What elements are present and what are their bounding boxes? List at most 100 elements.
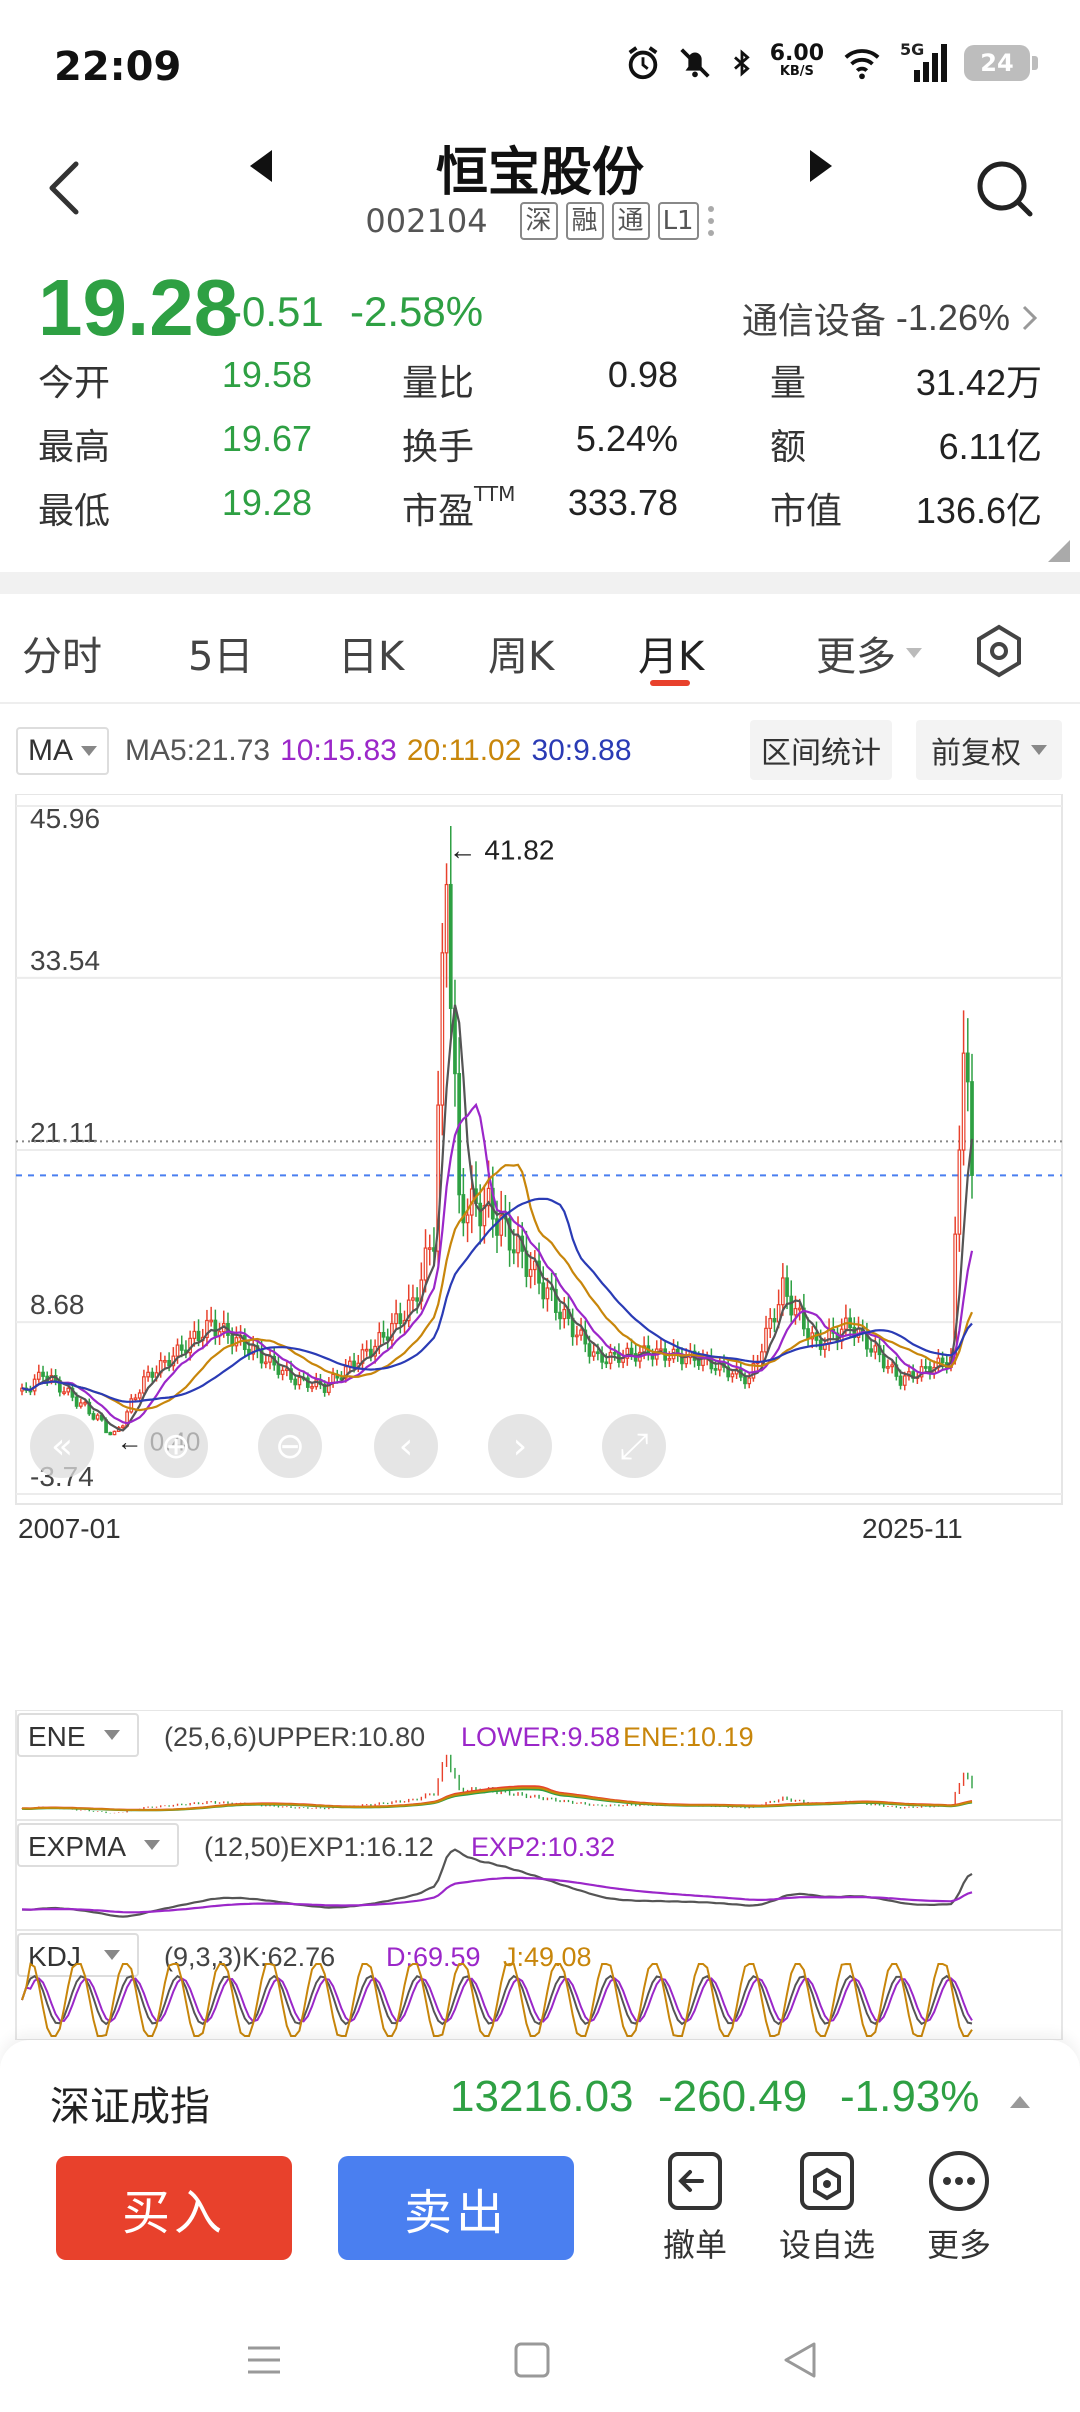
add-watchlist-button[interactable]: 设自选 [772,2148,882,2278]
indicator-value: ENE:10.19 [623,1722,754,1752]
sell-button[interactable]: 卖出 [338,2156,574,2260]
pan-left-icon[interactable]: ‹ [374,1414,438,1478]
tab-monthly-k[interactable]: 月K [638,634,705,680]
candle-body [541,1282,546,1300]
candle-body [112,1430,117,1436]
candle-body [440,952,445,1106]
zoom-out-icon[interactable]: ⊖ [258,1414,322,1478]
ma5-value: MA5:21.73 [125,734,271,767]
candle-body [629,1347,634,1355]
more-icon [929,2151,989,2211]
more-actions-button[interactable]: 更多 [904,2148,1014,2278]
index-ticker[interactable]: 深证成指 13216.03 -260.49 -1.93% [0,2058,1080,2138]
status-bar: 22:09 6.00 KB/S 5G 24 [0,0,1080,130]
range-stats-button[interactable]: 区间统计 [750,720,892,780]
expma-exp2-line [22,1876,973,1914]
candle-body [507,1218,512,1251]
home-nav-icon[interactable] [512,2340,552,2380]
ma10-value: 10:15.83 [280,734,397,767]
tab-more[interactable]: 更多 [816,624,922,682]
expma-exp1-line [21,1848,973,1918]
candle-body [196,1330,201,1342]
tag-shen: 深 [519,202,558,240]
back-nav-icon[interactable] [780,2340,820,2380]
pe-value: 333.78 [567,482,678,523]
candle-body [768,1317,773,1329]
chevron-down-icon [104,1950,120,1960]
kdj-pane-select[interactable]: KDJ [17,1933,139,1977]
candle-body [427,1247,432,1250]
candle-body [62,1391,66,1394]
candle-body [263,1361,268,1365]
tab-5day[interactable]: 5日 [188,634,254,680]
control-circle [488,1414,552,1478]
zoom-in-icon[interactable]: ⊕ [144,1414,208,1478]
pan-right-icon[interactable]: › [488,1414,552,1478]
tab-daily-k[interactable]: 日K [338,634,405,680]
expand-corner-icon[interactable] [1048,540,1070,562]
candle-body [881,1353,886,1369]
candle-body [276,1364,281,1375]
candle-body [142,1376,146,1394]
candle-body [612,1351,617,1355]
fast-back-icon[interactable]: « [30,1414,94,1478]
high-label: 最高 [38,427,111,468]
battery-level: 24 [980,49,1014,77]
indicator-value: (25,6,6)UPPER:10.80 [164,1722,425,1752]
candle-body [625,1347,630,1359]
signal-icon: 5G [900,40,950,82]
control-circle [602,1414,666,1478]
candle-body [377,1331,382,1348]
candle-body [129,1398,134,1413]
expand-up-icon[interactable] [1010,2096,1030,2108]
candle-body [528,1268,533,1277]
buy-button[interactable]: 买入 [56,2156,292,2260]
candle-body [730,1373,735,1378]
candle-body [785,1277,789,1297]
sector-link[interactable]: 通信设备 -1.26% [742,292,1040,344]
search-icon[interactable] [972,156,1036,220]
open-value: 19.58 [221,354,312,395]
candle-body [108,1431,113,1436]
add-watchlist-icon [800,2152,854,2210]
candle-body [659,1348,663,1352]
select-label: EXPMA [28,1831,126,1862]
prev-stock-icon[interactable] [244,146,278,186]
expma-pane-select[interactable]: EXPMA [17,1823,179,1867]
chart-tabs: 分时 5日 日K 周K 月K 更多 [0,594,1080,704]
tab-intraday[interactable]: 分时 [22,634,102,680]
menu-nav-icon[interactable] [244,2340,284,2380]
adjust-select[interactable]: 前复权 [916,720,1062,780]
tab-weekly-k[interactable]: 周K [488,634,555,680]
candle-body [713,1368,718,1371]
indicator-value: LOWER:9.58 [461,1722,620,1752]
index-pct: -1.93% [840,2072,980,2121]
ma-select-label: MA [28,734,73,767]
fullscreen-icon[interactable]: ⤢ [602,1414,666,1478]
cancel-order-button[interactable]: 撤单 [640,2148,750,2278]
candle-body [486,1187,491,1207]
candle-body [209,1319,214,1323]
candle-body [667,1358,672,1361]
candle-body [696,1359,701,1366]
candle-body [167,1359,171,1367]
dropdown-icon [906,648,922,658]
next-stock-icon[interactable] [804,146,838,186]
volume-label: 量 [770,363,807,404]
quote-row-3: 最低 19.28 市盈TTM 333.78 市值 136.6亿 [0,482,1080,542]
index-name: 深证成指 [50,2084,210,2130]
ma-select[interactable]: MA [16,727,109,775]
candle-body [398,1313,403,1325]
volume-ratio-value: 0.98 [607,354,678,395]
back-icon[interactable] [40,158,90,218]
settings-hexagon-icon[interactable] [974,624,1024,678]
candle-body [192,1330,197,1339]
ene-pane-select[interactable]: ENE [17,1713,139,1757]
control-circle [374,1414,438,1478]
high-annotation: ← 41.82 [449,834,555,865]
kline-chart-area: MA MA5:21.73 10:15.83 20:11.02 30:9.88 区… [0,704,1080,2040]
more-tags-icon[interactable] [707,203,715,239]
candle-body [873,1345,878,1353]
indicator-panes[interactable]: ENE (25,6,6)UPPER:10.80 LOWER:9.58 ENE:10.1… [0,1710,1080,2040]
